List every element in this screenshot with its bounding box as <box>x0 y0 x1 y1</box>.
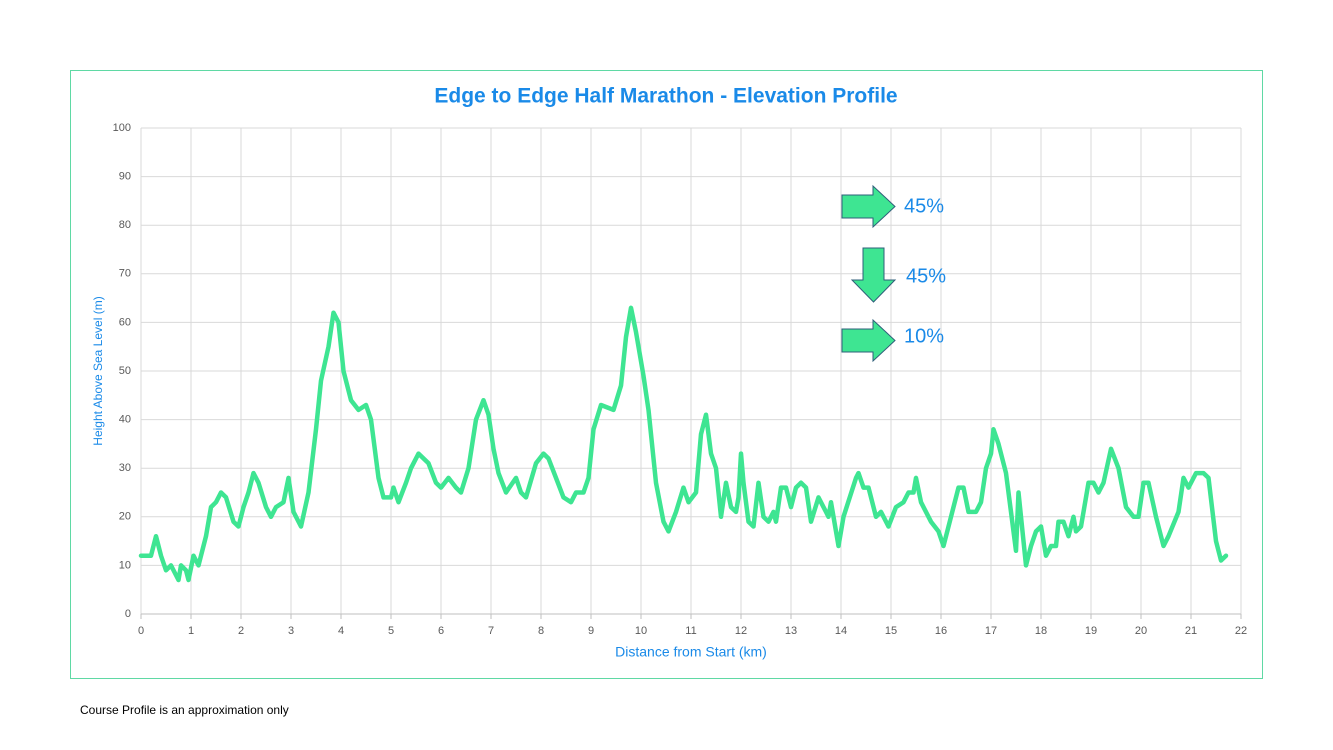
y-tick-label: 90 <box>119 171 131 183</box>
x-tick-label: 7 <box>488 625 494 637</box>
x-tick-label: 22 <box>1235 625 1247 637</box>
y-tick-label: 50 <box>119 365 131 377</box>
y-tick-label: 0 <box>125 608 131 620</box>
y-axis-label: Height Above Sea Level (m) <box>91 296 105 445</box>
x-tick-label: 6 <box>438 625 444 637</box>
x-tick-label: 1 <box>188 625 194 637</box>
y-tick-label: 10 <box>119 559 131 571</box>
x-axis-label: Distance from Start (km) <box>615 644 767 660</box>
up-arrow-icon <box>841 184 896 229</box>
y-tick-label: 40 <box>119 414 131 426</box>
x-tick-label: 12 <box>735 625 747 637</box>
y-tick-label: 60 <box>119 316 131 328</box>
x-tick-label: 0 <box>138 625 144 637</box>
chart-title: Edge to Edge Half Marathon - Elevation P… <box>434 85 897 108</box>
x-tick-label: 13 <box>785 625 797 637</box>
flat-arrow-icon <box>841 318 896 363</box>
y-tick-label: 100 <box>113 122 131 134</box>
x-tick-label: 18 <box>1035 625 1047 637</box>
x-tick-label: 5 <box>388 625 394 637</box>
down-arrow-icon <box>850 247 897 303</box>
x-tick-label: 17 <box>985 625 997 637</box>
elevation-line <box>138 305 1229 583</box>
chart-border <box>70 70 1263 679</box>
footnote: Course Profile is an approximation only <box>80 703 289 717</box>
x-tick-label: 19 <box>1085 625 1097 637</box>
x-tick-label: 21 <box>1185 625 1197 637</box>
annotation: 45% <box>906 265 946 287</box>
annotation: 45% <box>904 195 944 217</box>
x-tick-label: 16 <box>935 625 947 637</box>
x-tick-label: 9 <box>588 625 594 637</box>
x-tick-label: 3 <box>288 625 294 637</box>
x-tick-label: 20 <box>1135 625 1147 637</box>
x-tick-label: 15 <box>885 625 897 637</box>
y-tick-label: 30 <box>119 462 131 474</box>
x-tick-label: 14 <box>835 625 847 637</box>
x-tick-label: 2 <box>238 625 244 637</box>
y-tick-label: 70 <box>119 268 131 280</box>
x-tick-label: 4 <box>338 625 344 637</box>
y-tick-label: 80 <box>119 219 131 231</box>
x-tick-label: 11 <box>685 625 696 637</box>
x-tick-label: 10 <box>635 625 647 637</box>
annotation: 10% <box>904 325 944 347</box>
marks <box>138 305 1229 583</box>
y-tick-label: 20 <box>119 511 131 523</box>
x-tick-label: 8 <box>538 625 544 637</box>
